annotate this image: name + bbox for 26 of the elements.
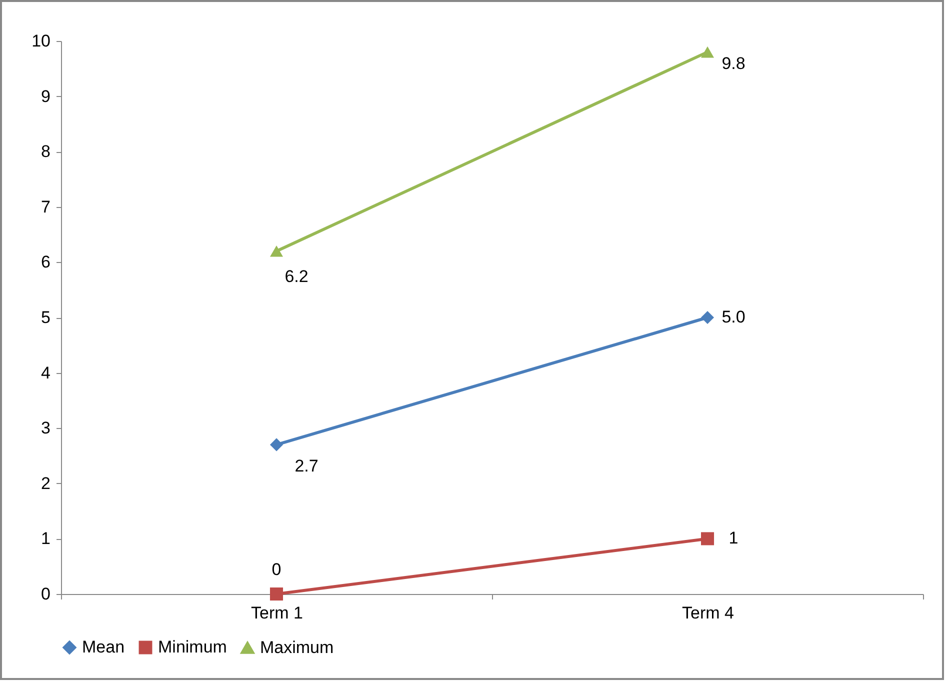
x-tick-label: Term 4	[682, 604, 734, 622]
point	[700, 532, 714, 546]
data-label: 2.7	[294, 456, 318, 476]
y-tick-label: 0	[41, 584, 50, 604]
legend-label: Maximum	[260, 638, 334, 657]
y-tick-label: 2	[41, 474, 50, 493]
y-tick-label: 9	[41, 86, 50, 106]
y-tick-label: 5	[41, 308, 50, 327]
data-label: 0	[272, 560, 282, 579]
data-label: 6.2	[284, 267, 308, 286]
y-tick-label: 6	[41, 252, 50, 272]
point	[270, 438, 284, 452]
y-tick-label: 10	[32, 32, 50, 50]
data-label: 5.0	[722, 308, 746, 326]
y-tick-label: 7	[41, 197, 50, 216]
y-tick-label: 8	[41, 142, 50, 162]
point	[700, 310, 714, 324]
data-label: 9.8	[722, 54, 746, 74]
point	[270, 587, 284, 601]
y-tick-label: 1	[41, 529, 50, 548]
legend-label: Minimum	[158, 638, 227, 657]
y-tick-label: 4	[41, 363, 50, 382]
data-label: 1	[728, 528, 738, 548]
legend-label: Mean	[82, 638, 125, 657]
y-tick-label: 3	[41, 418, 50, 438]
x-tick-label: Term 1	[251, 604, 303, 622]
